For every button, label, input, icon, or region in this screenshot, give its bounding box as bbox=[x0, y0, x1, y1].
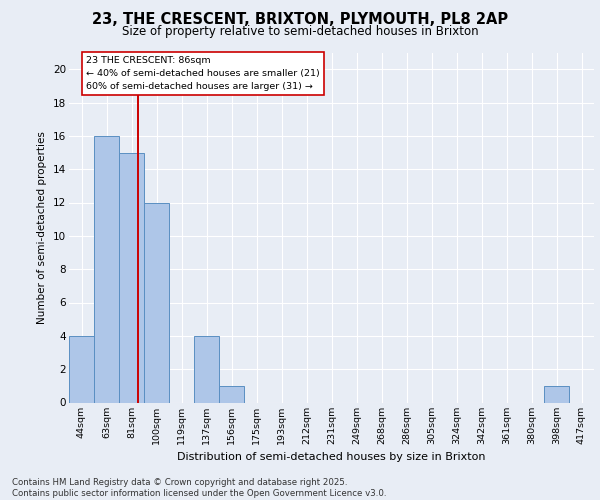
Bar bbox=[219, 386, 244, 402]
Y-axis label: Number of semi-detached properties: Number of semi-detached properties bbox=[37, 131, 47, 324]
Bar bbox=[544, 386, 569, 402]
Bar bbox=[69, 336, 94, 402]
Text: 23, THE CRESCENT, BRIXTON, PLYMOUTH, PL8 2AP: 23, THE CRESCENT, BRIXTON, PLYMOUTH, PL8… bbox=[92, 12, 508, 28]
Text: 23 THE CRESCENT: 86sqm
← 40% of semi-detached houses are smaller (21)
60% of sem: 23 THE CRESCENT: 86sqm ← 40% of semi-det… bbox=[86, 56, 320, 91]
Text: Contains HM Land Registry data © Crown copyright and database right 2025.
Contai: Contains HM Land Registry data © Crown c… bbox=[12, 478, 386, 498]
Bar bbox=[119, 152, 144, 402]
Bar bbox=[144, 202, 169, 402]
X-axis label: Distribution of semi-detached houses by size in Brixton: Distribution of semi-detached houses by … bbox=[177, 452, 486, 462]
Bar bbox=[194, 336, 219, 402]
Bar bbox=[94, 136, 119, 402]
Text: Size of property relative to semi-detached houses in Brixton: Size of property relative to semi-detach… bbox=[122, 25, 478, 38]
